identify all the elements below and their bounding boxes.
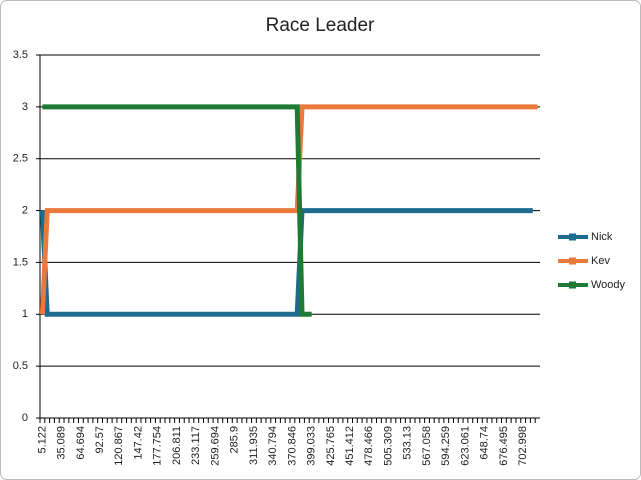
legend-marker (569, 257, 576, 265)
x-tick-label: 533.13 (402, 426, 414, 460)
y-tick-label: 2 (22, 204, 28, 216)
x-tick-label: 567.058 (421, 426, 433, 466)
x-tick-label: 147.42 (132, 426, 144, 460)
x-tick-label: 206.811 (171, 426, 183, 465)
x-tick-label: 64.694 (75, 426, 87, 460)
x-tick-label: 177.754 (152, 426, 164, 466)
x-tick-label: 259.694 (209, 426, 221, 466)
x-tick-label: 285.9 (229, 426, 241, 454)
x-tick-label: 399.033 (306, 426, 318, 466)
y-tick-label: 1.5 (13, 256, 28, 268)
x-tick-label: 311.935 (248, 426, 260, 465)
x-tick-label: 233.117 (190, 426, 202, 465)
legend-label: Kev (591, 255, 610, 267)
y-tick-label: 1 (22, 308, 28, 320)
x-tick-label: 594.259 (440, 426, 452, 466)
x-tick-label: 370.846 (286, 426, 298, 466)
series-line (39, 104, 538, 315)
legend-marker (569, 233, 576, 241)
x-tick-label: 425.765 (325, 426, 337, 466)
series-line (42, 104, 312, 317)
x-tick-label: 623.061 (459, 426, 471, 466)
y-tick-label: 0 (22, 412, 28, 424)
x-tick-label: 505.309 (382, 426, 394, 466)
x-tick-label: 92.57 (94, 426, 106, 454)
x-tick-label: 648.74 (479, 426, 491, 460)
x-tick-label: 5.122 (36, 426, 48, 454)
x-tick-label: 451.412 (344, 426, 356, 466)
y-tick-label: 2.5 (13, 153, 28, 165)
series-line (39, 208, 533, 317)
y-tick-label: 3 (22, 101, 28, 113)
y-tick-label: 0.5 (13, 360, 28, 372)
chart-title: Race Leader (266, 15, 375, 36)
x-tick-label: 702.998 (517, 426, 529, 466)
legend-label: Nick (591, 231, 613, 243)
x-tick-label: 120.867 (113, 426, 125, 466)
x-tick-label: 35.089 (56, 426, 68, 460)
legend-label: Woody (591, 279, 626, 291)
x-tick-label: 676.495 (498, 426, 510, 466)
x-tick-label: 478.466 (363, 426, 375, 466)
legend-marker (569, 281, 576, 289)
y-tick-label: 3.5 (13, 49, 28, 61)
x-tick-label: 340.794 (267, 426, 279, 466)
